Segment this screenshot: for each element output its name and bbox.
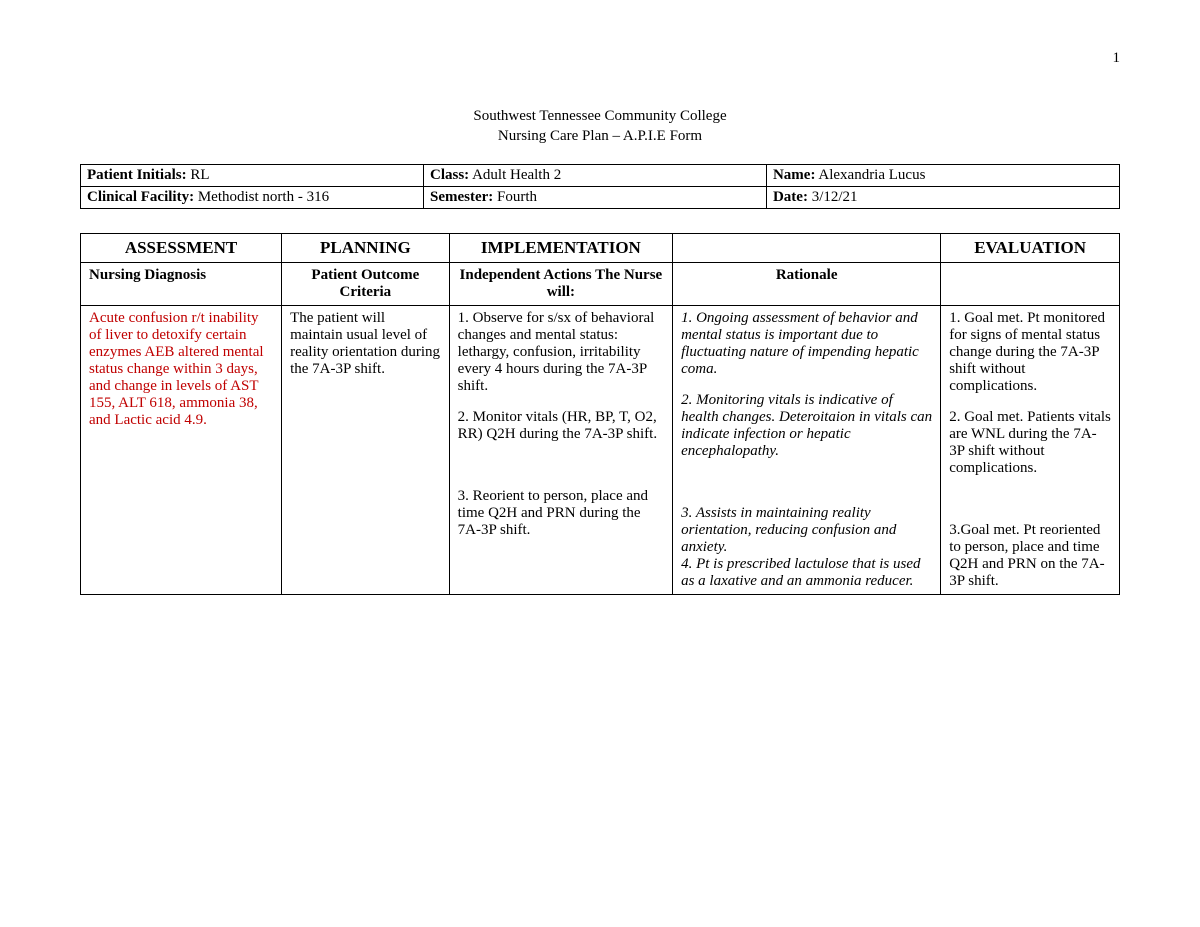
evaluation-3: 3.Goal met. Pt reoriented to person, pla… [949, 522, 1111, 590]
rationale-2: 2. Monitoring vitals is indicative of he… [681, 392, 932, 460]
evaluation-cell: 1. Goal met. Pt monitored for signs of m… [941, 306, 1120, 595]
class-value: Adult Health 2 [469, 167, 561, 183]
patient-initials-label: Patient Initials: [87, 167, 187, 183]
outcome-cell: The patient will maintain usual level of… [282, 306, 450, 595]
class-label: Class: [430, 167, 469, 183]
rationale-3: 3. Assists in maintaining reality orient… [681, 505, 932, 556]
sub-rationale: Rationale [673, 263, 941, 306]
col-implementation: IMPLEMENTATION [449, 234, 672, 263]
action-2: 2. Monitor vitals (HR, BP, T, O2, RR) Q2… [458, 409, 664, 443]
document-header: Southwest Tennessee Community College Nu… [80, 107, 1120, 146]
evaluation-2: 2. Goal met. Patients vitals are WNL dur… [949, 409, 1111, 477]
evaluation-1: 1. Goal met. Pt monitored for signs of m… [949, 310, 1111, 395]
info-row-1: Patient Initials: RL Class: Adult Health… [81, 165, 1120, 187]
outcome-text: The patient will maintain usual level of… [290, 310, 441, 378]
name-label: Name: [773, 167, 815, 183]
header-line-2: Nursing Care Plan – A.P.I.E Form [80, 127, 1120, 147]
action-1: 1. Observe for s/sx of behavioral change… [458, 310, 664, 395]
patient-initials-value: RL [187, 167, 210, 183]
rationale-1: 1. Ongoing assessment of behavior and me… [681, 310, 932, 378]
subhead-row: Nursing Diagnosis Patient Outcome Criter… [81, 263, 1120, 306]
rationale-cell: 1. Ongoing assessment of behavior and me… [673, 306, 941, 595]
header-row: ASSESSMENT PLANNING IMPLEMENTATION EVALU… [81, 234, 1120, 263]
actions-cell: 1. Observe for s/sx of behavioral change… [449, 306, 672, 595]
page-number: 1 [80, 50, 1120, 67]
col-planning: PLANNING [282, 234, 450, 263]
name-value: Alexandria Lucus [815, 167, 925, 183]
action-3: 3. Reorient to person, place and time Q2… [458, 488, 664, 539]
care-plan-table: ASSESSMENT PLANNING IMPLEMENTATION EVALU… [80, 233, 1120, 595]
diagnosis-cell: Acute confusion r/t inability of liver t… [81, 306, 282, 595]
sub-independent-actions: Independent Actions The Nurse will: [449, 263, 672, 306]
col-evaluation: EVALUATION [941, 234, 1120, 263]
rationale-4: 4. Pt is prescribed lactulose that is us… [681, 556, 932, 590]
semester-value: Fourth [493, 189, 537, 205]
sub-nursing-diagnosis: Nursing Diagnosis [81, 263, 282, 306]
header-line-1: Southwest Tennessee Community College [80, 107, 1120, 127]
col-assessment: ASSESSMENT [81, 234, 282, 263]
date-label: Date: [773, 189, 808, 205]
sub-eval-blank [941, 263, 1120, 306]
info-table: Patient Initials: RL Class: Adult Health… [80, 164, 1120, 209]
facility-value: Methodist north - 316 [194, 189, 329, 205]
facility-label: Clinical Facility: [87, 189, 194, 205]
info-row-2: Clinical Facility: Methodist north - 316… [81, 187, 1120, 209]
semester-label: Semester: [430, 189, 493, 205]
col-rationale-blank [673, 234, 941, 263]
diagnosis-text: Acute confusion r/t inability of liver t… [89, 310, 273, 429]
sub-patient-outcome: Patient Outcome Criteria [282, 263, 450, 306]
body-row: Acute confusion r/t inability of liver t… [81, 306, 1120, 595]
date-value: 3/12/21 [808, 189, 858, 205]
